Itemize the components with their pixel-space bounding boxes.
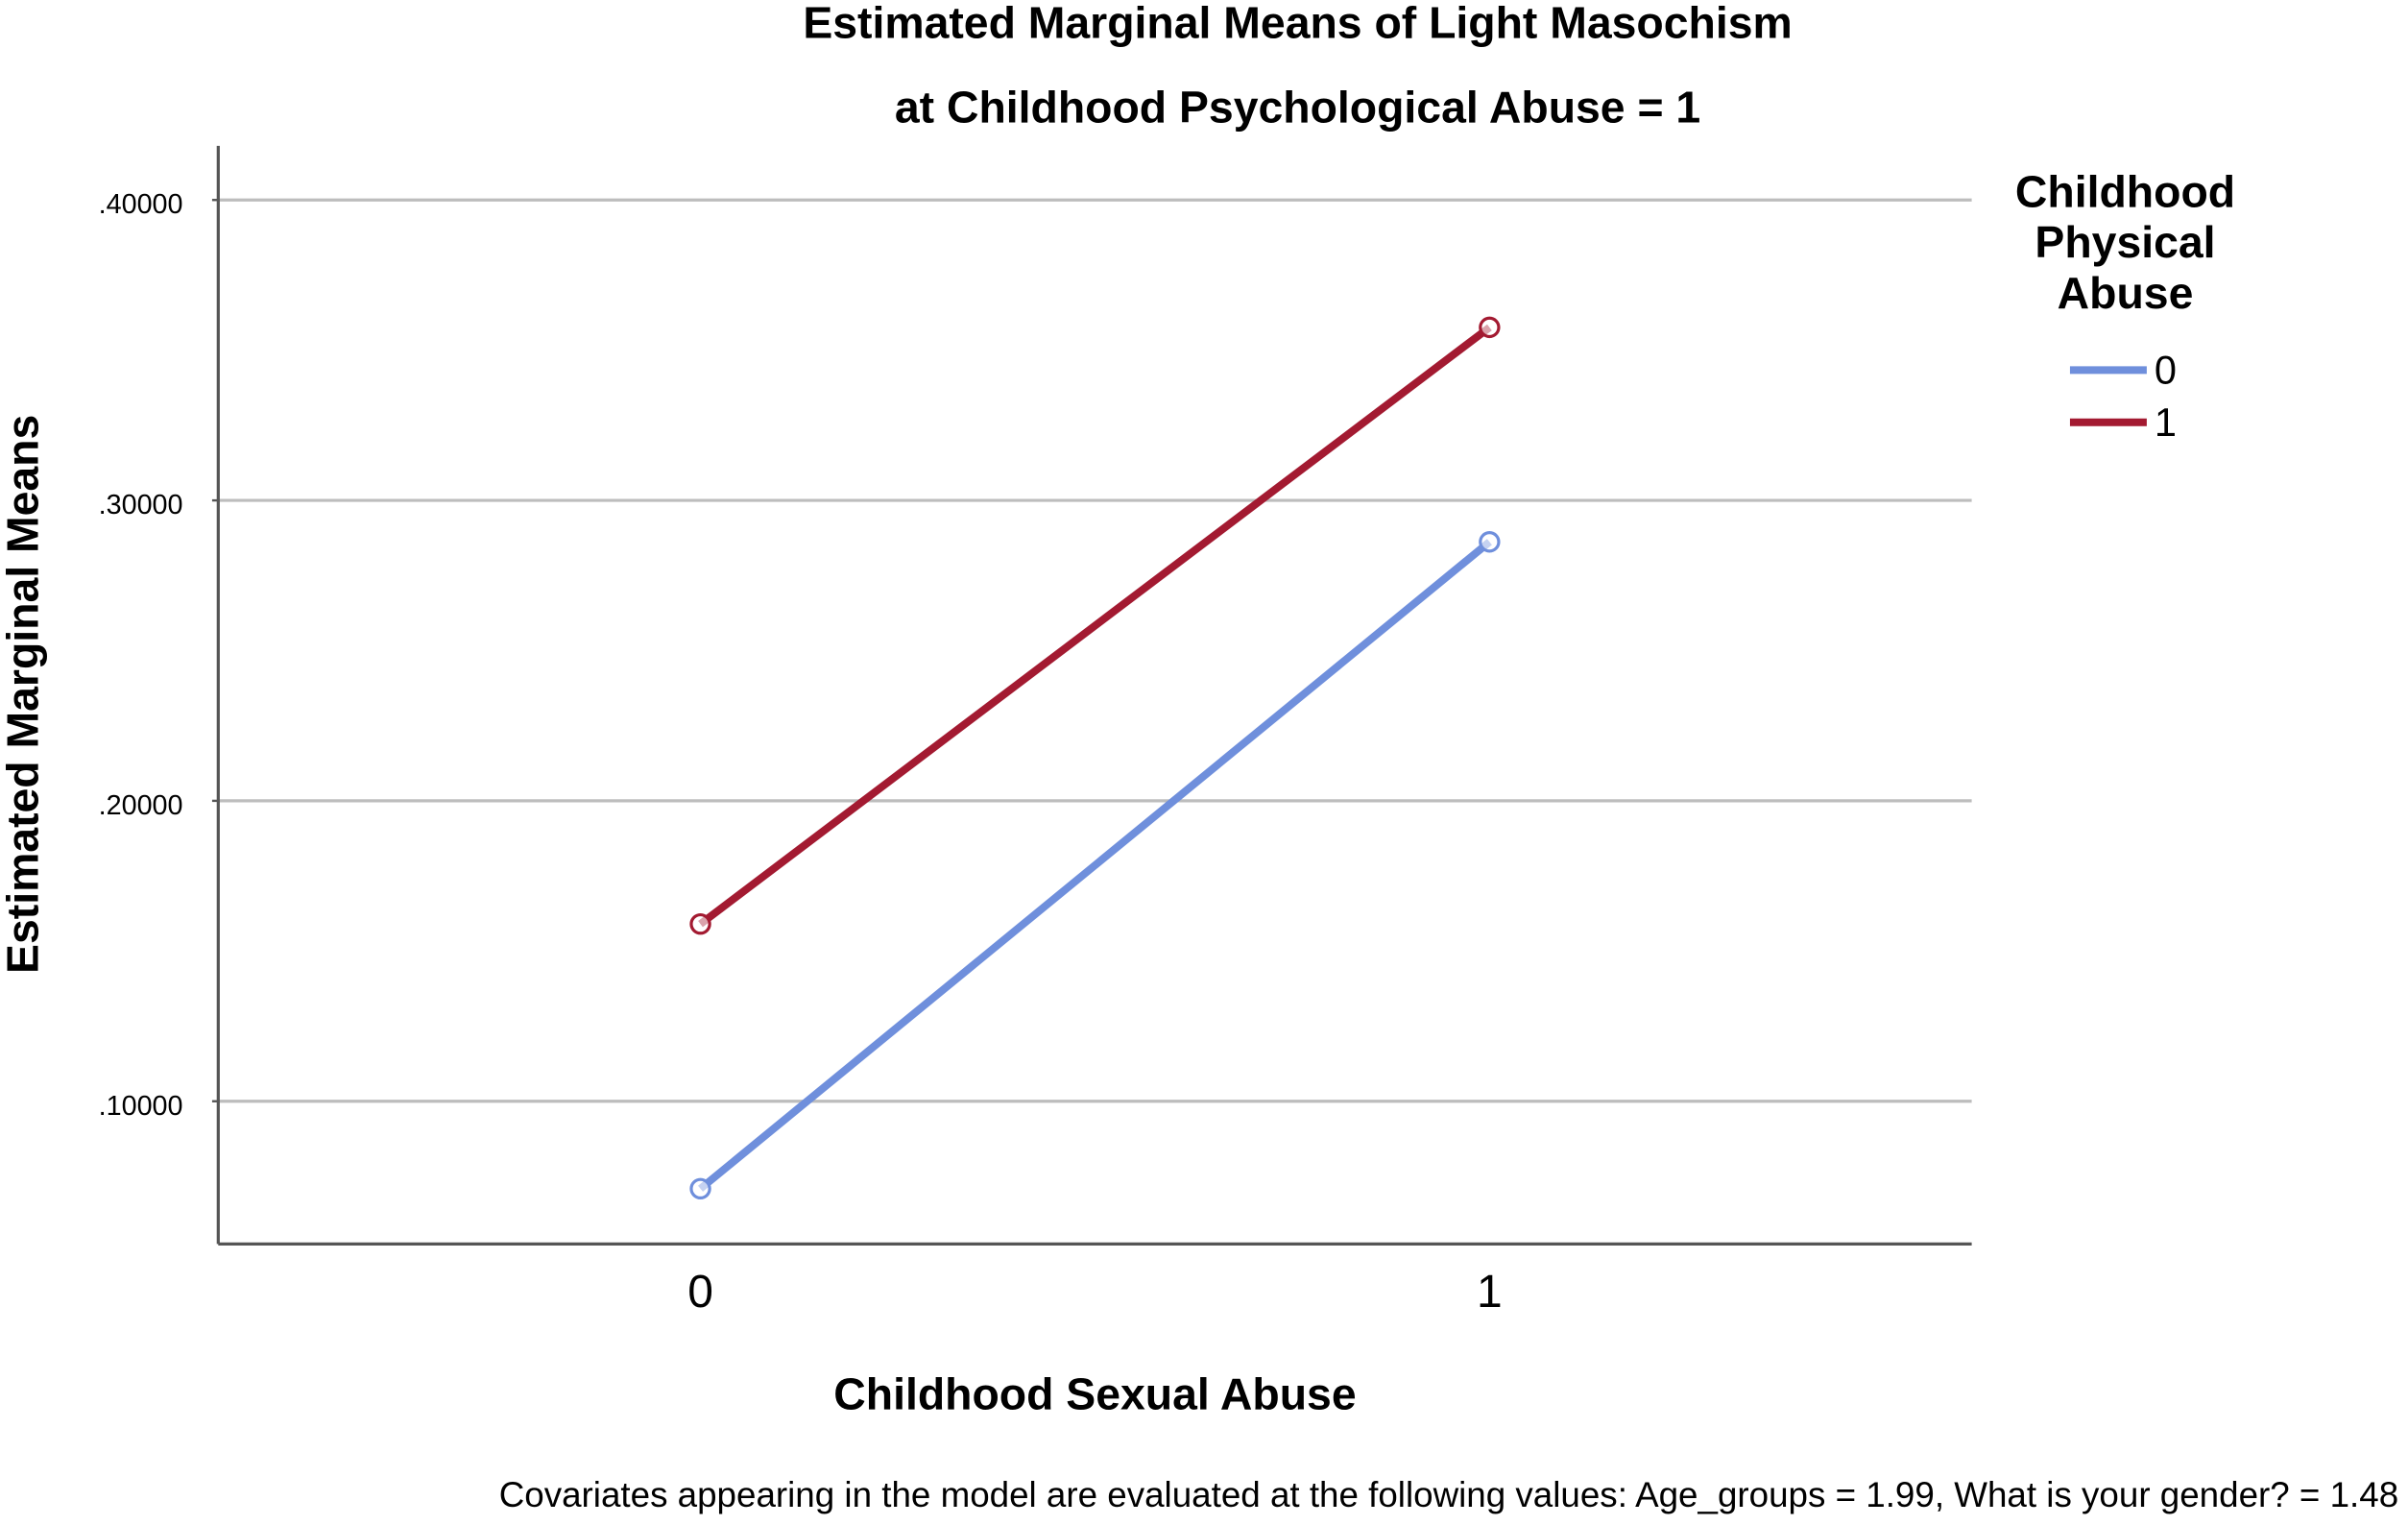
point-marker [1479, 316, 1501, 339]
point-marker [689, 1177, 711, 1199]
footnote: Covariates appearing in the model are ev… [499, 1475, 2398, 1514]
x-axis-label: Childhood Sexual Abuse [833, 1369, 1356, 1419]
x-tick-label: 1 [1477, 1267, 1503, 1318]
legend-label: 1 [2155, 399, 2177, 445]
y-tick-label: .40000 [99, 189, 183, 220]
chart-title: Estimated Marginal Means of Light Masoch… [803, 0, 1792, 47]
y-tick-label: .10000 [99, 1091, 183, 1122]
chart-subtitle: at Childhood Psychological Abuse = 1 [895, 82, 1700, 132]
x-tick-label: 0 [687, 1267, 713, 1318]
legend-label: 0 [2155, 348, 2177, 393]
y-tick-label: .30000 [99, 490, 183, 520]
legend-title: Childhood [2015, 166, 2235, 216]
series-line [698, 539, 1492, 1192]
y-tick-label: .20000 [99, 790, 183, 821]
point-marker [1479, 531, 1501, 553]
legend-title: Physical [2035, 217, 2215, 267]
y-axis-label: Estimated Marginal Means [0, 415, 48, 974]
point-marker [689, 912, 711, 935]
legend-title: Abuse [2058, 268, 2194, 318]
series-line [698, 324, 1492, 928]
